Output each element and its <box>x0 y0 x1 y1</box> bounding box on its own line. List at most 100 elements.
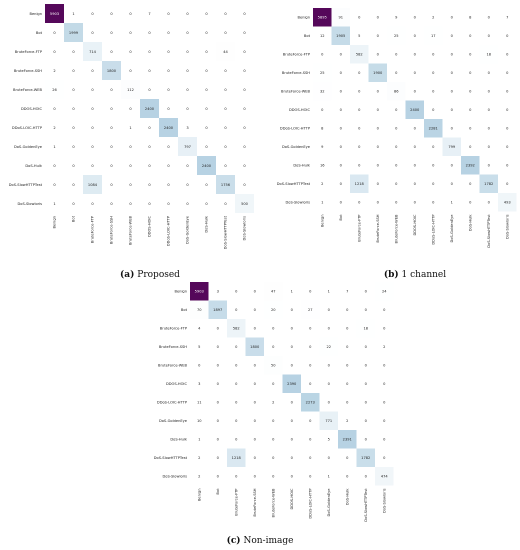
heatmap-cell <box>216 118 235 137</box>
heatmap-cell <box>264 467 283 486</box>
heatmap-cell <box>313 193 332 212</box>
heatmap-cell <box>45 99 64 118</box>
cell-value-label: 0 <box>110 202 113 206</box>
heatmap-cell <box>102 175 121 194</box>
cell-value-label: 0 <box>129 183 132 187</box>
cell-value-label: 0 <box>346 475 349 479</box>
cell-value-label: 24 <box>382 290 387 294</box>
heatmap-cell <box>424 156 443 175</box>
y-tick-label: DoS-Slowloris <box>162 475 187 479</box>
heatmap-cell <box>405 100 424 119</box>
heatmap-cell <box>235 175 254 194</box>
heatmap-cell <box>121 4 140 23</box>
cell-value-label: 0 <box>167 31 170 35</box>
cell-value-label: 26 <box>52 88 57 92</box>
heatmap-cell <box>264 448 283 467</box>
cell-value-label: 9 <box>321 145 324 149</box>
y-tick-label: Benign <box>29 12 42 16</box>
heatmap-cell <box>331 156 350 175</box>
heatmap-cell <box>235 137 254 156</box>
heatmap-cell <box>64 137 83 156</box>
cell-value-label: 0 <box>506 182 509 186</box>
heatmap-cell <box>387 137 406 156</box>
heatmap-cell <box>301 411 320 430</box>
cell-value-label: 0 <box>254 308 257 312</box>
cell-value-label: 0 <box>451 182 454 186</box>
cell-value-label: 0 <box>167 88 170 92</box>
cell-value-label: 7 <box>346 290 348 294</box>
cell-value-label: 0 <box>340 164 343 168</box>
cell-value-label: 0 <box>186 12 189 16</box>
cell-value-label: 0 <box>186 183 189 187</box>
cell-value-label: 0 <box>217 401 220 405</box>
cell-value-label: 0 <box>414 182 417 186</box>
heatmap-cell <box>387 174 406 193</box>
cell-value-label: 0 <box>309 438 312 442</box>
x-tick-label: DoS-Slowloris <box>243 216 247 241</box>
cell-value-label: 0 <box>432 90 435 94</box>
heatmap-cell <box>264 430 283 449</box>
heatmap-cell <box>282 282 301 301</box>
cell-value-label: 0 <box>272 438 275 442</box>
heatmap-cell <box>338 282 357 301</box>
cell-value-label: 0 <box>217 364 220 368</box>
heatmap-cell <box>208 374 227 393</box>
cell-value-label: 0 <box>110 107 113 111</box>
cell-value-label: 0 <box>53 107 56 111</box>
heatmap-cell <box>197 194 216 213</box>
x-tick-label: Benign <box>197 489 201 502</box>
heatmap-cell <box>387 100 406 119</box>
y-tick-label: Benign <box>174 290 187 294</box>
y-tick-label: Bot <box>181 308 188 312</box>
cell-value-label: 0 <box>309 382 312 386</box>
heatmap-cell <box>282 374 301 393</box>
cell-value-label: 0 <box>506 108 509 112</box>
heatmap-cell <box>64 23 83 42</box>
y-tick-label: BruteForce-WEB <box>281 90 311 94</box>
cell-value-label: 0 <box>432 145 435 149</box>
cell-value-label: 0 <box>358 108 361 112</box>
cell-value-label: 0 <box>383 364 386 368</box>
cell-value-label: 0 <box>91 126 94 130</box>
cell-value-label: 0 <box>254 456 257 460</box>
cell-value-label: 10 <box>197 419 202 423</box>
cell-value-label: 0 <box>358 201 361 205</box>
cell-value-label: 0 <box>110 12 113 16</box>
cell-value-label: 1905 <box>336 34 345 38</box>
heatmap-cell <box>479 100 498 119</box>
heatmap-cell <box>356 300 375 319</box>
cell-value-label: 0 <box>254 382 257 386</box>
y-tick-label: BruteForce-WEB <box>13 88 43 92</box>
heatmap-cell <box>140 99 159 118</box>
cell-value-label: 0 <box>235 382 238 386</box>
heatmap-cell <box>102 99 121 118</box>
cell-value-label: 0 <box>224 88 227 92</box>
heatmap-cell <box>331 137 350 156</box>
cell-value-label: 2 <box>432 16 434 20</box>
cell-value-label: 0 <box>469 127 472 131</box>
heatmap-cell <box>350 119 369 138</box>
heatmap-cell <box>331 100 350 119</box>
heatmap-cell <box>442 156 461 175</box>
heatmap-cell <box>208 337 227 356</box>
cell-value-label: 0 <box>377 53 380 57</box>
heatmap-cell <box>282 337 301 356</box>
heatmap-cell <box>102 118 121 137</box>
cell-value-label: 0 <box>358 127 361 131</box>
heatmap-cell <box>368 156 387 175</box>
cell-value-label: 0 <box>377 182 380 186</box>
cell-value-label: 3 <box>198 382 200 386</box>
heatmap-cell <box>368 119 387 138</box>
heatmap-cell <box>479 193 498 212</box>
cell-value-label: 9 <box>395 16 398 20</box>
cell-value-label: 27 <box>308 308 313 312</box>
heatmap-cell <box>121 42 140 61</box>
cell-value-label: 0 <box>217 419 220 423</box>
cell-value-label: 0 <box>254 419 257 423</box>
heatmap-cell <box>405 119 424 138</box>
heatmap-cell <box>461 45 480 64</box>
cell-value-label: 0 <box>72 107 75 111</box>
heatmap-cell <box>83 194 102 213</box>
heatmap-cell <box>405 45 424 64</box>
cell-value-label: 0 <box>451 34 454 38</box>
